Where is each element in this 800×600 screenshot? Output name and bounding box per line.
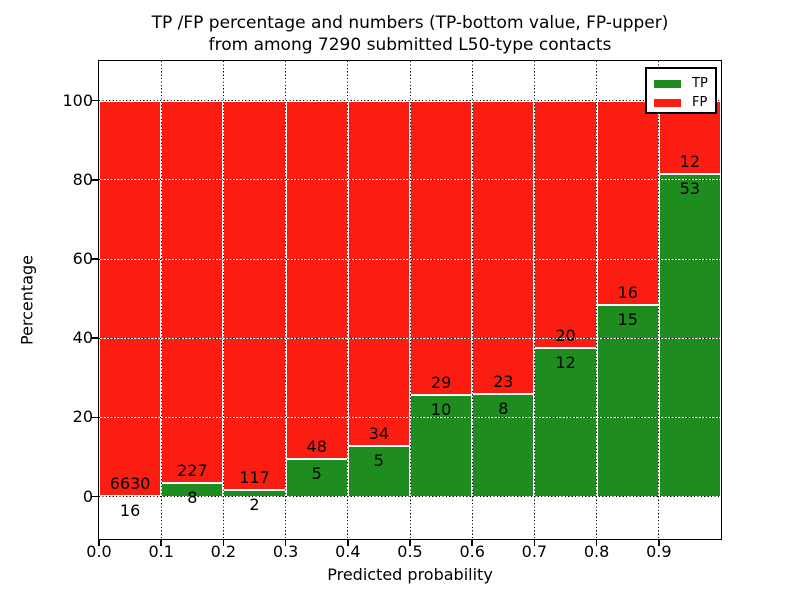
legend-label: FP bbox=[692, 95, 708, 110]
x-tick bbox=[98, 540, 100, 546]
fp-count-label: 227 bbox=[177, 461, 208, 481]
y-tick-label: 100 bbox=[62, 90, 93, 110]
y-tick bbox=[91, 99, 98, 102]
tp-bar-segment bbox=[534, 348, 597, 497]
x-tick-label: 0.5 bbox=[397, 542, 423, 561]
x-tick-label: 0.1 bbox=[148, 542, 174, 561]
fp-bar-segment bbox=[596, 100, 659, 305]
legend-item: FP bbox=[647, 93, 715, 112]
x-gridline bbox=[285, 61, 287, 539]
legend: TP FP bbox=[645, 67, 717, 114]
y-tick-label: 60 bbox=[72, 249, 93, 268]
y-tick bbox=[91, 179, 98, 181]
tp-count-label: 8 bbox=[187, 488, 198, 508]
fp-bar-segment bbox=[99, 100, 162, 496]
x-gridline bbox=[160, 61, 162, 539]
plot-inner: 6630 16 227 8 117 2 48 5 34 5 29 10 23 8 20 12 16 15 12 53 bbox=[99, 61, 721, 539]
x-tick bbox=[533, 540, 536, 546]
x-gridline bbox=[409, 61, 411, 539]
tp-bar-segment bbox=[161, 483, 224, 497]
y-tick-label: 40 bbox=[72, 328, 93, 348]
x-tick-label: 0.9 bbox=[646, 542, 672, 561]
fp-bar-segment bbox=[347, 100, 410, 446]
x-tick bbox=[471, 540, 473, 546]
x-tick bbox=[222, 540, 225, 546]
tp-bar-segment bbox=[285, 459, 348, 497]
x-gridline bbox=[222, 61, 224, 539]
tp-bar-segment bbox=[347, 445, 410, 497]
plot-area: 6630 16 227 8 117 2 48 5 34 5 29 10 23 8 20 12 16 15 12 53 … bbox=[98, 60, 722, 540]
x-axis-label: Predicted probability bbox=[327, 565, 493, 584]
x-gridline bbox=[347, 61, 349, 539]
tp-count-label: 5 bbox=[373, 450, 384, 470]
x-gridline bbox=[471, 61, 473, 539]
x-tick-label: 0.0 bbox=[86, 542, 112, 561]
x-gridline bbox=[658, 61, 660, 539]
tp-bar-segment bbox=[596, 305, 659, 497]
y-tick bbox=[91, 416, 98, 419]
x-tick bbox=[409, 540, 411, 546]
y-tick-label: 0 bbox=[82, 486, 93, 506]
x-tick bbox=[658, 540, 660, 546]
y-tick-label: 20 bbox=[72, 407, 93, 427]
x-tick-label: 0.2 bbox=[210, 542, 237, 561]
x-tick bbox=[595, 540, 598, 546]
x-tick bbox=[284, 540, 287, 546]
legend-item: TP bbox=[647, 74, 715, 93]
x-tick-label: 0.8 bbox=[583, 542, 610, 561]
legend-swatch bbox=[654, 98, 681, 107]
chart-title: TP /FP percentage and numbers (TP-bottom… bbox=[98, 12, 722, 56]
chart-title-line2: from among 7290 submitted L50-type conta… bbox=[208, 35, 612, 55]
tp-count-label: 53 bbox=[679, 178, 701, 198]
tp-bar-segment bbox=[472, 394, 535, 497]
y-tick bbox=[91, 495, 98, 498]
fp-bar-segment bbox=[223, 100, 286, 490]
legend-label: TP bbox=[692, 76, 708, 91]
fp-count-label: 117 bbox=[239, 467, 270, 487]
x-tick-label: 0.4 bbox=[335, 542, 361, 561]
x-tick-label: 0.7 bbox=[521, 542, 548, 561]
fp-count-label: 16 bbox=[617, 283, 638, 302]
tp-count-label: 10 bbox=[430, 400, 452, 420]
y-tick bbox=[91, 258, 98, 260]
y-tick-label: 80 bbox=[72, 169, 93, 189]
fp-count-label: 23 bbox=[493, 372, 514, 392]
fp-bar-segment bbox=[534, 100, 597, 349]
fp-count-label: 12 bbox=[679, 151, 701, 171]
fp-count-label: 34 bbox=[368, 423, 390, 443]
x-tick-label: 0.6 bbox=[459, 542, 485, 561]
x-gridline bbox=[596, 61, 598, 539]
x-gridline bbox=[533, 61, 535, 539]
legend-swatch bbox=[654, 79, 681, 88]
tp-count-label: 15 bbox=[617, 310, 638, 329]
fp-count-label: 48 bbox=[306, 437, 327, 457]
x-tick bbox=[160, 540, 162, 546]
tp-count-label: 16 bbox=[119, 500, 141, 520]
fp-count-label: 20 bbox=[555, 326, 576, 346]
tp-count-label: 8 bbox=[498, 399, 509, 419]
x-tick bbox=[347, 540, 349, 546]
fp-bar-segment bbox=[161, 100, 224, 484]
y-tick bbox=[91, 337, 98, 339]
tp-bar-segment bbox=[658, 173, 721, 497]
tp-bar-segment bbox=[410, 395, 473, 497]
fp-count-label: 29 bbox=[430, 373, 452, 393]
x-tick-label: 0.3 bbox=[272, 542, 299, 561]
tp-count-label: 2 bbox=[249, 494, 260, 514]
tp-count-label: 5 bbox=[311, 464, 322, 484]
chart-title-line1: TP /FP percentage and numbers (TP-bottom… bbox=[151, 13, 669, 33]
fp-bar-segment bbox=[410, 100, 473, 396]
fp-bar-segment bbox=[285, 100, 348, 460]
fp-count-label: 6630 bbox=[109, 473, 151, 493]
fp-bar-segment bbox=[472, 100, 535, 395]
tp-count-label: 12 bbox=[555, 353, 576, 373]
